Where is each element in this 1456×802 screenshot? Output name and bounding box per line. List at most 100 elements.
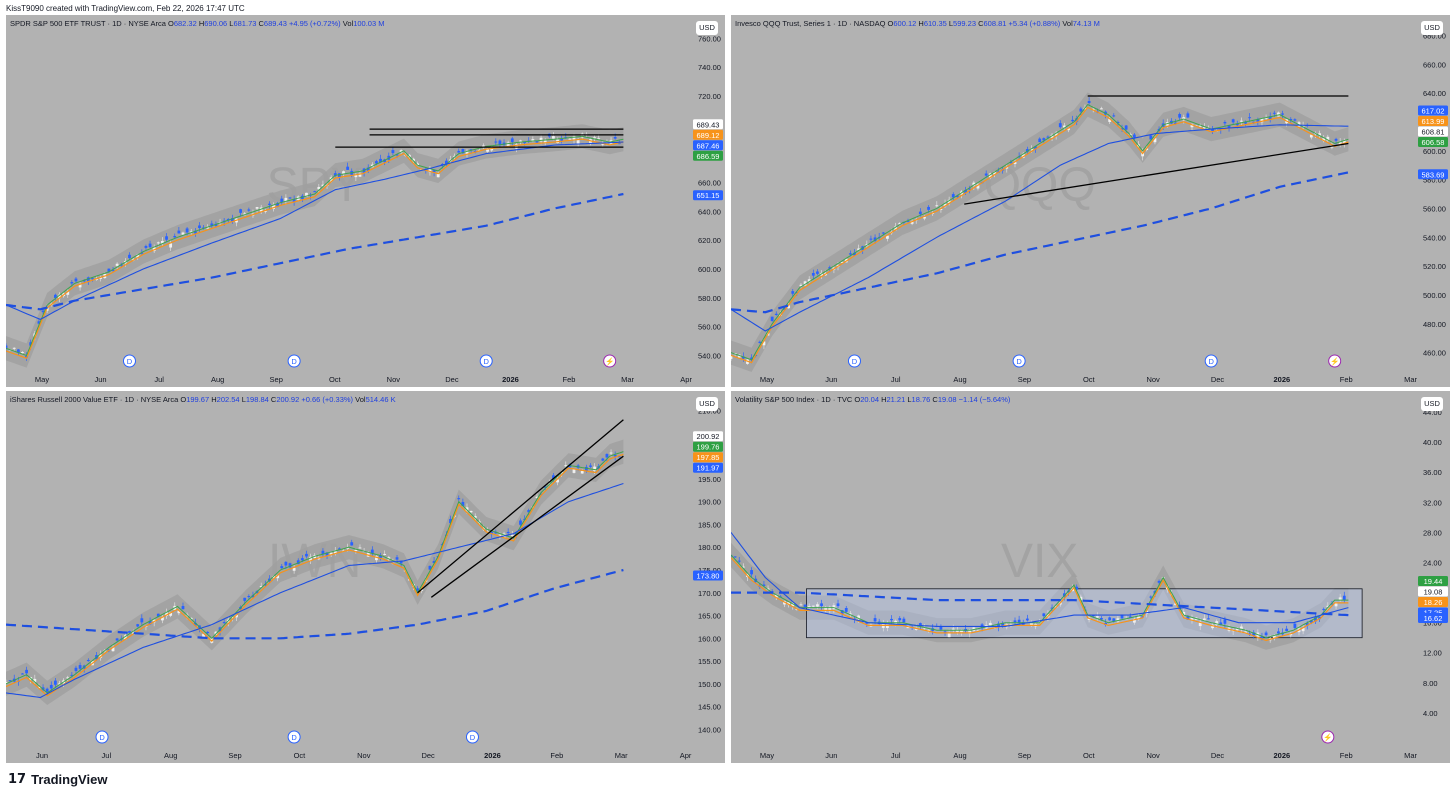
chart-canvas: QQQ680.00660.00640.00620.00600.00580.005… <box>731 31 1448 384</box>
dividend-marker <box>1204 354 1218 368</box>
candle-body <box>935 205 939 207</box>
ohlc-value-o: 199.67 <box>186 395 212 404</box>
y-axis-tick: 540.00 <box>698 351 721 360</box>
chart-panel-spy[interactable]: SPY760.00740.00720.00700.00680.00660.006… <box>6 15 725 387</box>
candle-body <box>1100 108 1103 110</box>
x-axis-tick: Mar <box>621 375 634 384</box>
candle-body <box>128 631 131 633</box>
ohlc-value-l: 681.73 <box>233 19 259 28</box>
candle-body <box>984 173 988 176</box>
candle-body <box>807 279 811 282</box>
candle-body <box>1211 624 1214 629</box>
price-label-badge: 651.15 <box>693 190 723 201</box>
symbol-legend[interactable]: SPDR S&P 500 ETF TRUST · 1D · NYSE Arca … <box>10 19 384 28</box>
candle-body <box>165 612 168 616</box>
candle-body <box>1235 628 1239 631</box>
ema-fast-line <box>6 135 624 357</box>
candle-body <box>473 515 477 519</box>
chart-panel-qqq[interactable]: QQQ680.00660.00640.00620.00600.00580.005… <box>731 15 1450 387</box>
currency-button[interactable]: USD <box>1421 397 1443 411</box>
symbol-title: Volatility S&P 500 Index · 1D · TVC <box>735 395 855 404</box>
x-axis-tick: Nov <box>1146 751 1160 760</box>
price-change: −1.14 (−5.64%) <box>958 395 1011 404</box>
candle-body <box>1182 611 1186 616</box>
watermark-symbol: VIX <box>1001 535 1078 588</box>
trend-line <box>417 419 624 594</box>
sma-200-line <box>6 568 624 640</box>
candle-body <box>1030 623 1033 626</box>
candle-body <box>1198 621 1202 627</box>
candle-body <box>1042 613 1046 617</box>
currency-button[interactable]: USD <box>696 397 718 411</box>
candle-body <box>202 633 205 638</box>
candle-body <box>1202 127 1206 129</box>
candle-body <box>770 316 774 321</box>
candle-body <box>1149 135 1153 140</box>
candle-body <box>53 294 57 298</box>
candle-body <box>968 188 972 190</box>
x-axis-tick: Mar <box>1404 751 1417 760</box>
candle-body <box>1301 125 1305 127</box>
sma-50-line <box>731 124 1349 332</box>
candle-body <box>193 622 197 626</box>
currency-button[interactable]: USD <box>1421 21 1443 35</box>
candle-body <box>1260 118 1264 123</box>
candle-body <box>1338 141 1342 145</box>
candle-body <box>177 230 181 234</box>
x-axis-tick: Jul <box>154 375 164 384</box>
x-axis-tick: Feb <box>1340 751 1353 760</box>
candle-body <box>576 140 580 144</box>
candle-body <box>305 192 308 197</box>
symbol-legend[interactable]: Invesco QQQ Trust, Series 1 · 1D · NASDA… <box>735 19 1100 28</box>
y-axis-tick: 720.00 <box>698 92 721 101</box>
candle-body <box>1058 123 1062 128</box>
candle-body <box>305 553 308 557</box>
candle-body <box>799 604 803 606</box>
ohlc-key-o: O <box>180 395 187 404</box>
x-axis-tick: Aug <box>211 375 224 384</box>
price-label-badge: 613.99 <box>1418 115 1448 126</box>
candle-body <box>601 458 605 461</box>
candle-body <box>346 547 350 549</box>
candle-body <box>412 158 415 162</box>
symbol-legend[interactable]: Volatility S&P 500 Index · 1D · TVC O20.… <box>735 395 1010 404</box>
candle-body <box>247 209 251 211</box>
candle-body <box>943 203 947 207</box>
price-label-text: 687.46 <box>697 141 720 150</box>
x-axis-tick: Jun <box>36 751 48 760</box>
trend-line <box>964 142 1349 205</box>
candle-body <box>193 230 197 234</box>
candle-body <box>461 149 465 154</box>
y-axis-tick: 16.00 <box>1423 619 1442 628</box>
ohlc-value-c: 19.08 <box>937 395 959 404</box>
candle-body <box>1322 138 1326 141</box>
candle-body <box>1009 162 1013 164</box>
y-axis-tick: 640.00 <box>1423 89 1446 98</box>
candle-body <box>37 321 41 324</box>
chart-panel-vix[interactable]: VIX44.0040.0036.0032.0028.0024.0020.0016… <box>731 391 1450 763</box>
y-axis-tick: 640.00 <box>698 207 721 216</box>
ohlc-key-l: L <box>948 19 954 28</box>
candle-body <box>1239 120 1243 122</box>
candle-body <box>8 680 12 682</box>
candle-body <box>1178 114 1182 118</box>
candle-body <box>272 204 275 209</box>
price-label-text: 689.12 <box>697 131 720 140</box>
ohlc-value-h: 202.54 <box>216 395 242 404</box>
ohlc-key-h: H <box>211 395 217 404</box>
price-label-badge: 606.58 <box>1418 136 1448 147</box>
earnings-marker-label: ⚡ <box>1323 733 1332 742</box>
candle-body <box>617 456 621 458</box>
y-axis-tick: 195.00 <box>698 475 721 484</box>
candle-body <box>836 603 840 607</box>
candle-body <box>1223 619 1227 624</box>
currency-button[interactable]: USD <box>696 21 718 35</box>
candle-body <box>1211 128 1214 132</box>
candle-body <box>115 638 119 641</box>
tradingview-brand[interactable]: 17 TradingView <box>8 772 107 787</box>
symbol-legend[interactable]: iShares Russell 2000 Value ETF · 1D · NY… <box>10 395 396 404</box>
price-label-badge: 18.26 <box>1418 597 1448 608</box>
candle-body <box>263 210 267 212</box>
candle-body <box>1227 125 1231 129</box>
chart-panel-iwn[interactable]: IWN210.00205.00200.00195.00190.00185.001… <box>6 391 725 763</box>
